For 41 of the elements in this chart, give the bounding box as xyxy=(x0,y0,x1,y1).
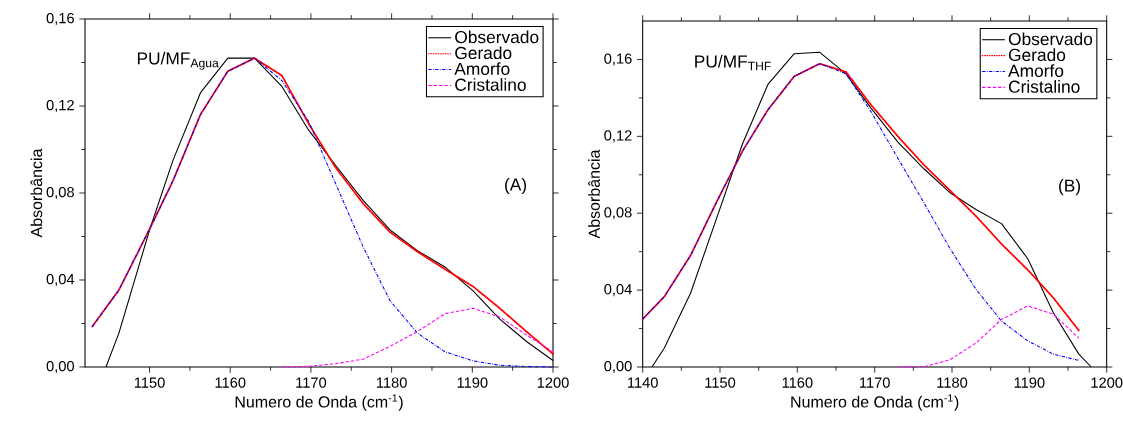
x-tick-label: 1160 xyxy=(215,377,246,388)
x-tick-label: 1180 xyxy=(937,377,968,388)
x-tick-label: 1190 xyxy=(457,377,488,388)
y-tick-label: 0,04 xyxy=(46,273,75,287)
legend-label: Observado xyxy=(1008,32,1093,46)
line-series xyxy=(897,305,1080,368)
x-tick-label: 1150 xyxy=(705,377,736,388)
y-tick-label: 0,04 xyxy=(604,284,632,297)
x-tick-label: 1200 xyxy=(1091,377,1123,388)
y-tick-label: 0,08 xyxy=(604,207,632,220)
y-tick-label: 0,08 xyxy=(46,186,74,200)
x-tick-label: 1170 xyxy=(296,377,327,388)
x-tick-label: 1190 xyxy=(1014,377,1045,388)
y-axis-title: Absorbância xyxy=(588,149,600,239)
annotation: PU/MF$_{Agua}$ xyxy=(137,51,219,70)
x-tick-label: 1160 xyxy=(782,377,813,388)
y-tick-label: 0,16 xyxy=(604,53,632,66)
x-tick-label: 1180 xyxy=(376,377,407,388)
legend-label: Observado xyxy=(455,30,539,44)
legend-label: Amorfo xyxy=(1008,64,1064,77)
y-tick-label: 0,12 xyxy=(46,99,74,113)
y-tick-label: 0,00 xyxy=(46,360,75,374)
x-tick-label: 1140 xyxy=(628,377,658,388)
x-tick-label: 1200 xyxy=(537,377,569,388)
line-series xyxy=(281,307,554,368)
legend-label: Gerado xyxy=(455,46,512,60)
legend-label: Gerado xyxy=(1008,48,1066,62)
annotation: PU/MF$_{THF}$ xyxy=(695,54,771,71)
y-tick-label: 0,16 xyxy=(46,12,74,26)
x-axis-title: Numero de Onda (cm$^{-1}$) xyxy=(235,394,403,411)
annotation: (A) xyxy=(505,177,527,195)
y-tick-label: 0,12 xyxy=(604,130,632,143)
x-tick-label: 1170 xyxy=(860,377,890,388)
y-axis-title: Absorbância xyxy=(30,148,43,238)
x-axis-title: Numero de Onda (cm$^{-1}$) xyxy=(791,394,959,411)
annotation: (B) xyxy=(1059,178,1081,196)
legend-label: Amorfo xyxy=(454,62,510,75)
legend-label: Cristalino xyxy=(455,78,526,91)
legend-label: Cristalino xyxy=(1008,80,1080,93)
y-tick-label: 0,00 xyxy=(604,360,632,374)
x-tick-label: 1150 xyxy=(134,377,165,388)
